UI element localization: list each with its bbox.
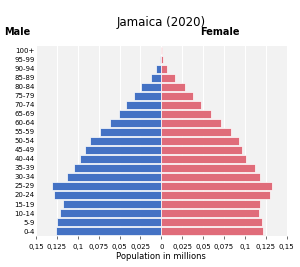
Bar <box>161 227 263 235</box>
Bar <box>55 191 161 199</box>
Bar <box>161 128 231 136</box>
Bar <box>161 164 255 172</box>
Text: Female: Female <box>200 27 240 37</box>
Bar <box>161 218 262 226</box>
Bar <box>161 47 162 54</box>
Bar <box>85 146 161 154</box>
Title: Jamaica (2020): Jamaica (2020) <box>117 16 206 29</box>
Bar <box>161 74 175 81</box>
Bar <box>57 218 161 226</box>
Bar <box>134 92 161 100</box>
Bar <box>161 119 221 127</box>
Bar <box>67 173 161 181</box>
Bar <box>151 74 161 81</box>
Bar <box>161 191 270 199</box>
Bar <box>161 146 242 154</box>
Bar <box>161 155 246 163</box>
Bar <box>74 164 161 172</box>
Bar <box>156 65 161 73</box>
Bar <box>161 110 211 118</box>
Bar <box>100 128 161 136</box>
Bar <box>60 209 161 217</box>
Bar <box>161 83 185 91</box>
Bar <box>110 119 161 127</box>
Bar <box>161 173 260 181</box>
Text: Male: Male <box>4 27 31 37</box>
Bar <box>161 101 202 109</box>
Bar <box>161 200 260 208</box>
Bar <box>161 92 193 100</box>
X-axis label: Population in millions: Population in millions <box>116 252 206 261</box>
Bar <box>63 200 161 208</box>
Bar <box>160 56 161 64</box>
Bar <box>56 227 161 235</box>
Bar <box>119 110 161 118</box>
Bar <box>161 182 272 190</box>
Bar <box>161 65 167 73</box>
Bar <box>141 83 161 91</box>
Bar <box>126 101 161 109</box>
Bar <box>80 155 161 163</box>
Bar <box>90 137 161 145</box>
Bar <box>161 209 259 217</box>
Bar <box>161 56 163 64</box>
Bar <box>161 137 239 145</box>
Bar <box>52 182 161 190</box>
